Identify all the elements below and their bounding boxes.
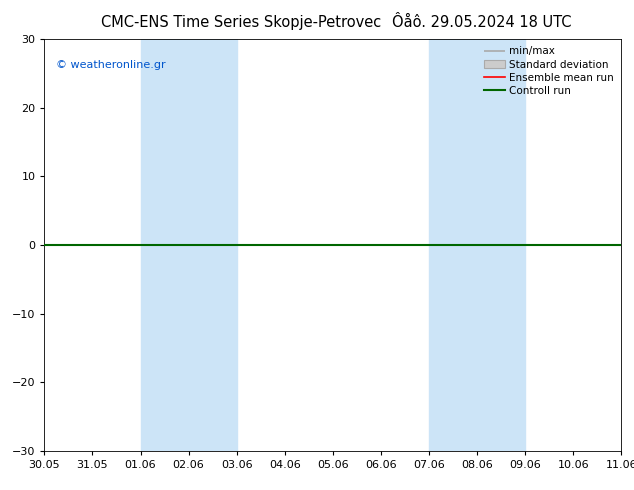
Legend: min/max, Standard deviation, Ensemble mean run, Controll run: min/max, Standard deviation, Ensemble me… (480, 42, 618, 100)
Text: © weatheronline.gr: © weatheronline.gr (56, 60, 165, 70)
Text: CMC-ENS Time Series Skopje-Petrovec: CMC-ENS Time Series Skopje-Petrovec (101, 15, 381, 30)
Bar (477, 39, 525, 451)
Bar (189, 39, 236, 451)
Bar (141, 39, 189, 451)
Bar (429, 39, 477, 451)
Text: Ôåô. 29.05.2024 18 UTC: Ôåô. 29.05.2024 18 UTC (392, 15, 572, 30)
